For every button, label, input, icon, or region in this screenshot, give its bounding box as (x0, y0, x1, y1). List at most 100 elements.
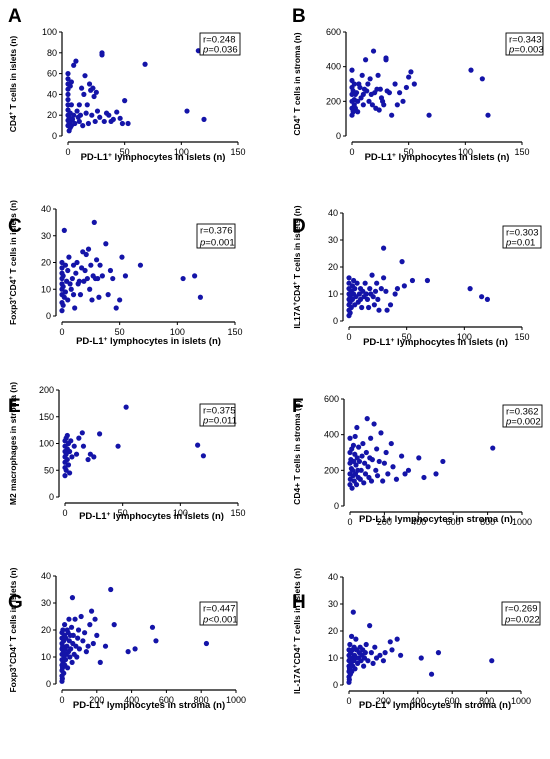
data-point (363, 449, 369, 456)
y-tick-label: 20 (41, 258, 51, 268)
data-point (97, 262, 103, 268)
data-point (356, 444, 362, 450)
data-point (76, 435, 82, 441)
x-axis-title: PD-L1+ lymphocytes in stroma (n) (73, 700, 225, 712)
data-point (364, 88, 370, 94)
data-point (184, 108, 190, 114)
data-point (89, 112, 95, 118)
data-point (357, 476, 363, 482)
x-tick-label: 800 (480, 517, 495, 527)
data-point (180, 275, 186, 282)
data-point (365, 658, 371, 664)
data-point (96, 294, 102, 300)
data-point (386, 90, 392, 96)
data-point (375, 72, 381, 78)
data-point (86, 81, 93, 87)
x-axis-title: PD-L1+ lymphocytes in islets (n) (365, 152, 510, 164)
y-tick-label: 10 (328, 289, 338, 299)
data-point (64, 665, 71, 671)
data-point (381, 102, 387, 108)
data-point (349, 485, 355, 491)
y-tick-label: 100 (42, 27, 57, 37)
data-point (71, 62, 77, 68)
data-point (367, 623, 373, 629)
data-point (73, 270, 79, 276)
stats-box (196, 223, 236, 249)
data-point (117, 297, 123, 303)
x-tick-label: 50 (402, 332, 412, 342)
data-point (468, 67, 474, 73)
stats-box (502, 404, 543, 428)
data-point (94, 108, 101, 114)
data-point (79, 85, 85, 91)
y-tick-label: 20 (328, 626, 338, 636)
r-value: r=0.248 (203, 35, 236, 46)
x-axis-title: PD-L1+ lymphocytes in islets (n) (81, 152, 226, 164)
data-point (383, 449, 389, 456)
data-point (122, 273, 129, 279)
data-point (76, 118, 82, 125)
data-point (393, 476, 400, 482)
x-tick-label: 400 (411, 517, 426, 527)
x-tick-label: 800 (194, 695, 209, 705)
y-tick-label: 60 (47, 69, 57, 79)
data-point (149, 624, 156, 630)
panel-letter: A (8, 6, 22, 27)
data-point (73, 451, 80, 457)
y-tick-label: 400 (324, 430, 339, 440)
data-point (105, 292, 111, 298)
y-tick-label: 30 (41, 598, 51, 608)
data-point (62, 622, 68, 628)
data-point (377, 86, 383, 92)
panel-e: E 0 50 100 150 200 0 50 100 150 PD-L1+ lymphocytes… (8, 382, 246, 522)
data-point (366, 474, 372, 481)
data-point (125, 120, 131, 127)
y-tick-label: 0 (334, 501, 339, 511)
y-axis-title: Foxp3+CD4+ T cells in islets (n) (8, 567, 18, 692)
data-point (359, 72, 365, 78)
data-point (353, 90, 360, 96)
data-point (93, 89, 99, 95)
data-point (356, 458, 363, 465)
data-point (97, 114, 103, 120)
data-point (90, 640, 96, 647)
data-point (99, 52, 105, 58)
data-point (355, 98, 361, 104)
data-point (197, 294, 203, 300)
data-point (357, 84, 363, 91)
data-point (91, 219, 97, 225)
data-point (353, 636, 359, 642)
data-point (349, 67, 355, 73)
data-point (351, 81, 357, 87)
x-tick-label: 150 (230, 508, 245, 518)
data-point (421, 474, 427, 481)
x-tick-label: 150 (514, 147, 529, 157)
data-point (60, 302, 66, 308)
x-tick-label: 50 (118, 508, 128, 518)
data-point (347, 476, 353, 482)
data-point (405, 467, 412, 473)
data-point (378, 286, 384, 292)
data-point (65, 97, 71, 103)
data-point (360, 440, 366, 447)
x-tick-label: 150 (227, 327, 242, 337)
data-point (119, 120, 125, 127)
data-point (371, 302, 377, 308)
data-point (60, 273, 66, 279)
data-point (418, 655, 424, 661)
data-point (68, 646, 74, 652)
data-point (394, 286, 401, 292)
data-point (350, 442, 357, 448)
data-point (350, 609, 356, 615)
data-point (68, 624, 75, 630)
data-point (380, 658, 386, 664)
data-point (125, 649, 131, 655)
x-tick-label: 50 (120, 147, 130, 157)
data-point (374, 473, 381, 479)
data-point (107, 267, 114, 274)
x-tick-label: 1000 (226, 695, 246, 705)
data-point (75, 635, 81, 641)
data-point (80, 123, 86, 129)
y-tick-label: 80 (47, 48, 57, 58)
